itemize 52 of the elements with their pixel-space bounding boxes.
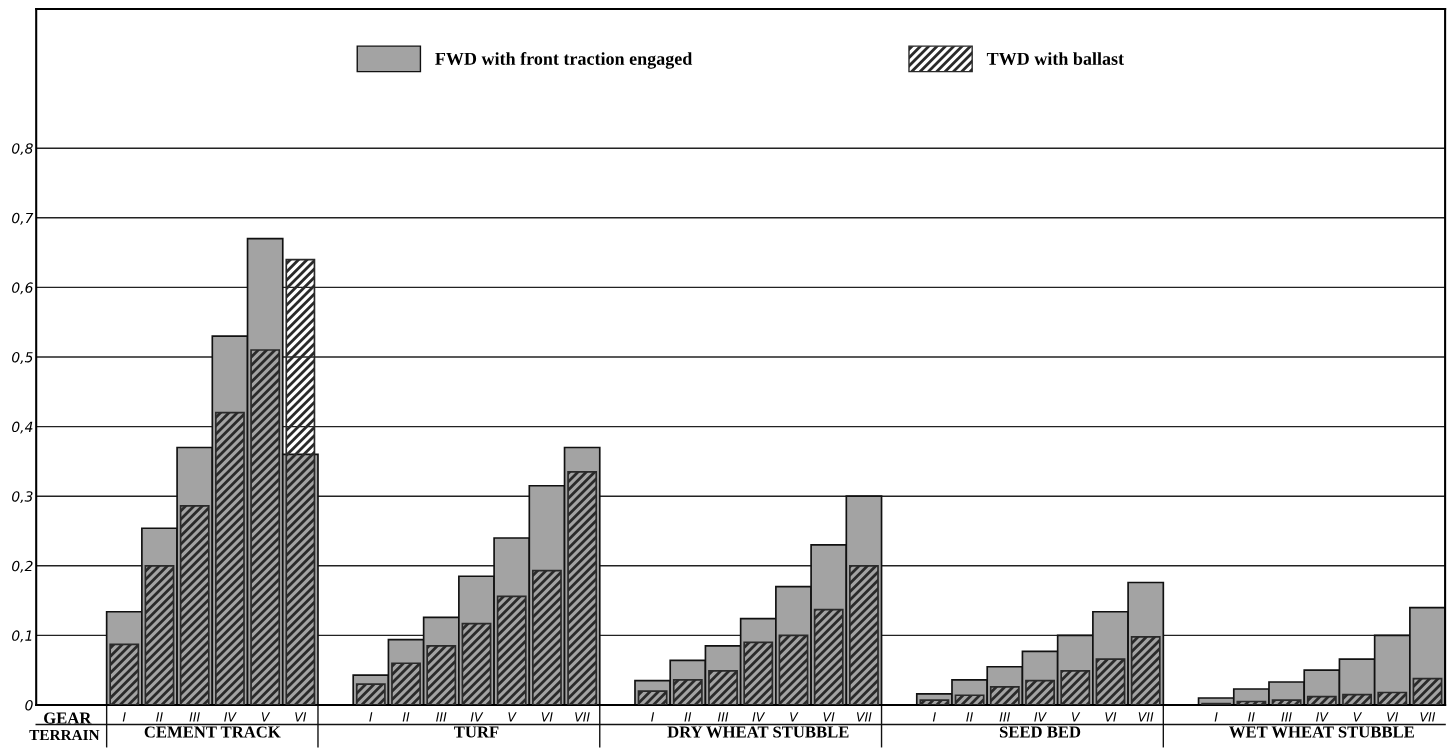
x-tick-label: II (966, 712, 973, 722)
text: DRY WHEAT STUBBLE (667, 726, 849, 738)
y-tick-label: 0,2 (12, 560, 33, 573)
x-tick-label: I (1214, 712, 1218, 722)
y-tick-label: 0,6 (12, 282, 33, 295)
x-tick-label: II (684, 712, 692, 722)
text: TURF (454, 726, 499, 738)
x-tick-label: V (1071, 712, 1081, 722)
x-tick-label: III (189, 712, 200, 722)
x-tick-label: IV (224, 712, 237, 722)
x-tick-label: II (1248, 712, 1255, 722)
x-tick-label: I (122, 712, 126, 722)
x-tick-label: VI (541, 712, 553, 722)
text: TERRAIN (29, 729, 100, 740)
x-tick-label: I (369, 712, 373, 722)
y-tick-label: 0,7 (12, 212, 34, 225)
x-tick-label: III (436, 712, 447, 722)
x-tick-label: VI (295, 712, 307, 722)
x-tick-label: V (261, 712, 271, 722)
x-tick-label: VI (823, 712, 835, 722)
y-tick-label: 0,1 (12, 630, 32, 643)
x-tick-label: V (790, 712, 799, 722)
x-tick-label: II (156, 712, 163, 722)
x-tick-label: III (1281, 712, 1292, 722)
y-tick-label: 0,3 (12, 491, 33, 504)
x-tick-label: VII (575, 712, 590, 722)
x-tick-label: IV (1034, 712, 1047, 722)
x-tick-label: II (402, 712, 410, 722)
text: CEMENT TRACK (144, 726, 281, 738)
y-tick-label: 0,5 (12, 351, 33, 364)
y-tick-label: 0,4 (12, 421, 33, 434)
text: SEED BED (999, 726, 1081, 738)
x-tick-label: IV (752, 712, 766, 722)
x-tick-label: VII (1420, 712, 1436, 722)
text: GEAR (44, 712, 92, 724)
x-tick-label: I (932, 712, 936, 722)
x-tick-label: VI (1105, 712, 1117, 722)
legend-label: TWD with ballast (986, 52, 1124, 65)
x-tick-label: III (999, 712, 1011, 722)
y-tick-label: 0 (25, 699, 33, 711)
x-tick-label: V (1353, 712, 1363, 722)
text: WET WHEAT STUBBLE (1229, 726, 1414, 738)
legend-label: FWD with front traction engaged (435, 52, 693, 69)
x-tick-label: V (508, 712, 517, 722)
x-tick-label: IV (470, 712, 484, 722)
x-tick-label: III (717, 712, 729, 722)
x-tick-label: VII (1138, 712, 1154, 722)
x-tick-label: VII (856, 712, 872, 722)
x-tick-label: IV (1316, 712, 1329, 722)
x-tick-label: I (651, 712, 655, 722)
y-tick-label: 0,8 (12, 143, 33, 156)
x-tick-label: VI (1387, 712, 1399, 722)
